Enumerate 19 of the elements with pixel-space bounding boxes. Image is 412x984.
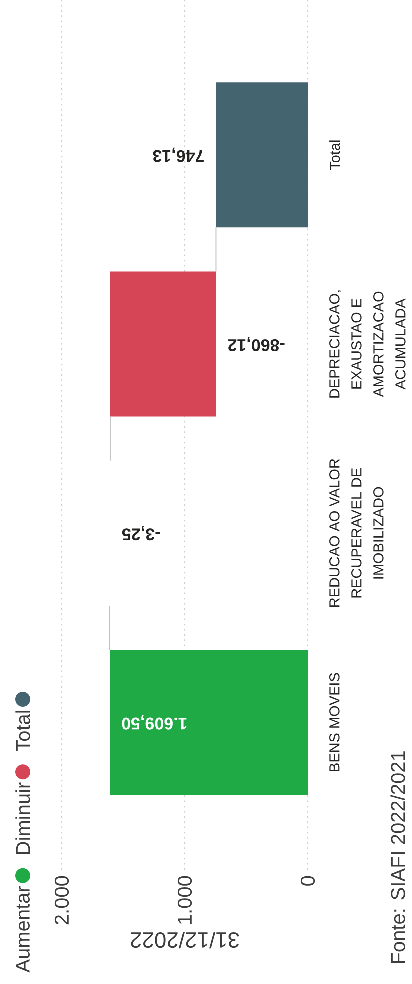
x-tick-label: 2.000 <box>54 876 70 925</box>
y-tick-label: BENS MOVEIS <box>330 673 340 772</box>
data-label: -3,25 <box>122 526 160 541</box>
bar <box>216 82 308 228</box>
legend-label: Diminuir <box>16 782 30 854</box>
x-tick-label: 0 <box>300 876 316 886</box>
bar <box>110 272 216 417</box>
data-label: 746,13 <box>153 148 204 162</box>
y-tick-label: Total <box>330 140 340 170</box>
legend-label: Aumentar <box>16 886 30 973</box>
data-label: -860,12 <box>228 337 285 352</box>
x-axis-title: 31/12/2022 <box>131 932 240 949</box>
bar <box>110 650 308 796</box>
x-tick-label: 1.000 <box>178 876 192 924</box>
y-tick-label: DEPRECIACAO, EXAUSTAO E AMORTIZACAO ACUMULADA <box>330 290 406 398</box>
legend-label: Total <box>16 711 30 752</box>
source-note: Fonte: SIAFI 2022/2021 <box>390 752 406 964</box>
y-tick-label: REDUCAO AO VALOR RECUPERAVEL DE IMOBILIZADO <box>330 459 384 608</box>
data-label: 1.609,50 <box>122 715 187 730</box>
